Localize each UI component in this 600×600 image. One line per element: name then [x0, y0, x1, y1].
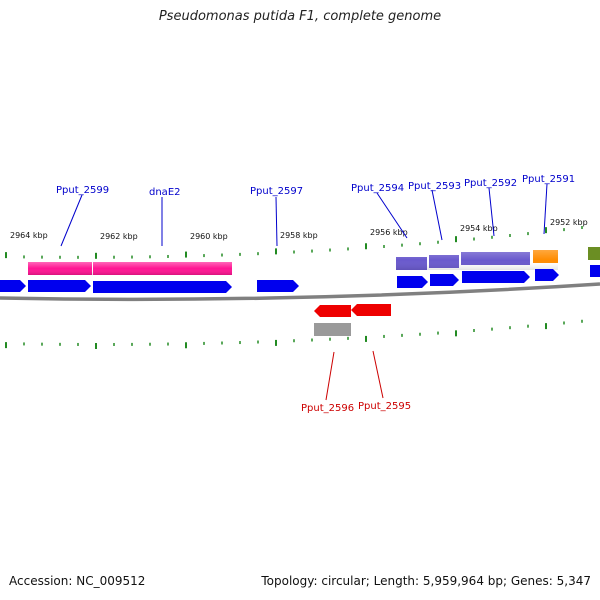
cog-feature[interactable]: [588, 247, 600, 260]
forward-gene[interactable]: [28, 280, 91, 292]
scale-label: 2956 kbp: [370, 228, 408, 237]
gene-label-pput-2597[interactable]: Pput_2597: [250, 186, 303, 197]
gene-label-pput-2599[interactable]: Pput_2599: [56, 185, 109, 196]
pseudo-feature[interactable]: [314, 323, 351, 336]
accession-label: Accession: NC_009512: [9, 574, 146, 588]
map-title: Pseudomonas putida F1, complete genome: [158, 9, 442, 24]
scale-ticks-top: [5, 225, 583, 259]
gene-label-pput-2591[interactable]: Pput_2591: [522, 174, 575, 185]
feature-shading: [28, 250, 558, 275]
forward-gene[interactable]: [430, 274, 459, 286]
forward-gene[interactable]: [535, 269, 559, 281]
forward-gene[interactable]: [257, 280, 299, 292]
scale-label: 2958 kbp: [280, 231, 318, 240]
forward-gene[interactable]: [93, 281, 232, 293]
forward-gene[interactable]: [590, 265, 600, 277]
reverse-gene[interactable]: [351, 304, 391, 316]
scale-label: 2960 kbp: [190, 232, 228, 241]
forward-gene[interactable]: [462, 271, 530, 283]
gene-label-dnae2[interactable]: dnaE2: [149, 187, 181, 198]
scale-ticks-bottom: [5, 319, 583, 349]
scale-label: 2964 kbp: [10, 231, 48, 240]
gene-label-pput-2593[interactable]: Pput_2593: [408, 181, 461, 192]
genome-backbone: [0, 282, 600, 302]
gene-label-pput-2595[interactable]: Pput_2595: [358, 401, 411, 412]
gene-label-pput-2592[interactable]: Pput_2592: [464, 178, 517, 189]
label-leader-lines: [60, 183, 548, 401]
genome-summary: Topology: circular; Length: 5,959,964 bp…: [261, 574, 591, 588]
forward-gene[interactable]: [0, 280, 26, 292]
forward-gene[interactable]: [397, 276, 428, 288]
scale-label: 2954 kbp: [460, 224, 498, 233]
scale-label: 2962 kbp: [100, 232, 138, 241]
reverse-gene[interactable]: [314, 305, 351, 317]
scale-label: 2952 kbp: [550, 218, 588, 227]
gene-label-pput-2594[interactable]: Pput_2594: [351, 183, 404, 194]
gene-label-pput-2596[interactable]: Pput_2596: [301, 403, 354, 414]
